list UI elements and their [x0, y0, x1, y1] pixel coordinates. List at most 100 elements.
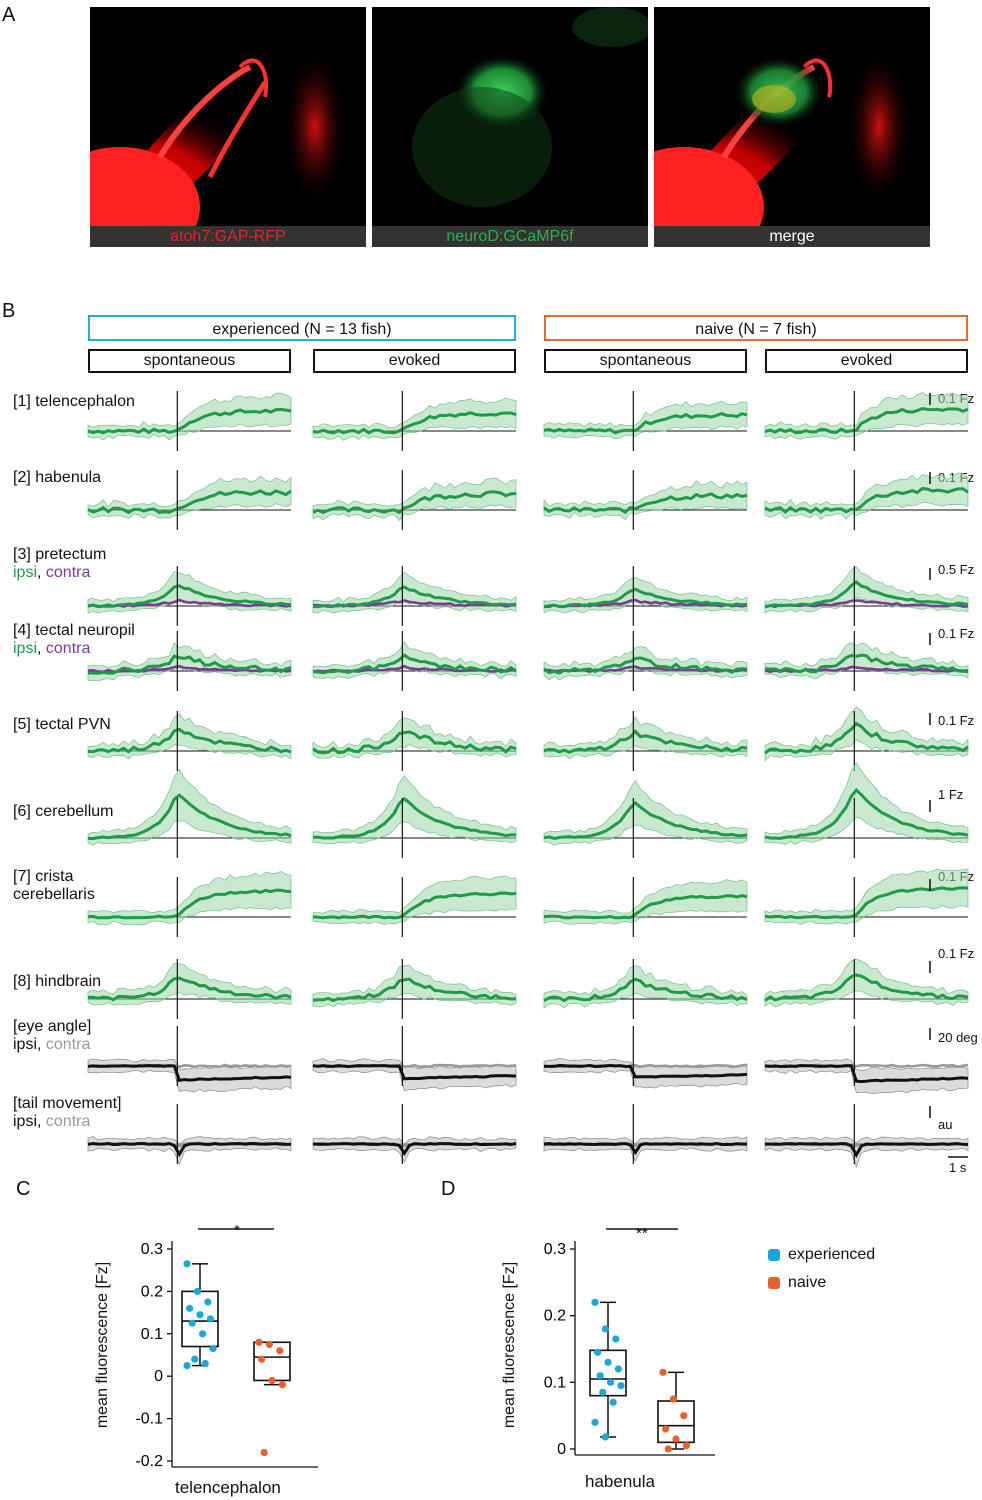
- ipsi-trace: [543, 800, 748, 840]
- ipsi-trace: [312, 1142, 517, 1156]
- ipsi-label: ipsi: [13, 1036, 38, 1053]
- panel-c-xlabel: telencephalon: [175, 1478, 281, 1497]
- panel-d-chart: 0.3 0.2 0.1 0: [544, 1228, 715, 1458]
- ipsi-label: ipsi: [13, 1113, 38, 1130]
- separator: ,: [37, 640, 46, 657]
- ipsi-trace: [543, 587, 748, 609]
- separator: ,: [37, 1036, 46, 1053]
- error-band: [312, 1058, 517, 1092]
- ipsi-trace: [764, 486, 969, 515]
- data-point: [255, 1338, 263, 1346]
- contra-trace: [87, 664, 292, 674]
- error-band: [312, 875, 517, 925]
- error-band: [543, 1136, 748, 1162]
- error-band: [543, 879, 748, 925]
- row-label: [3] pretectum: [13, 546, 107, 563]
- ipsi-trace: [312, 411, 517, 435]
- ipsi-label: ipsi: [13, 564, 38, 581]
- y-tick-label: 0.2: [544, 1308, 566, 1325]
- data-point: [196, 1311, 204, 1319]
- ipsi-trace: [764, 886, 969, 920]
- scale-label: au: [938, 1117, 953, 1132]
- ipsi-trace: [543, 1063, 748, 1079]
- error-band: [764, 392, 969, 440]
- legend: experienced naive: [768, 1241, 875, 1297]
- ipsi-trace: [87, 654, 292, 675]
- row-label: [8] hindbrain: [13, 973, 102, 990]
- data-point: [594, 1348, 602, 1356]
- error-band: [543, 576, 748, 614]
- data-point: [204, 1298, 212, 1306]
- ipsi-trace: [543, 977, 748, 1003]
- micrograph-gcamp-image: [412, 7, 648, 207]
- error-band: [764, 642, 969, 680]
- y-tick-label: 0.3: [141, 1241, 163, 1258]
- error-band: [764, 958, 969, 1008]
- ipsi-trace: [312, 891, 517, 920]
- scale-label: 20 deg: [938, 1030, 978, 1045]
- data-point: [193, 1287, 201, 1295]
- hexagon-marker-icon: [768, 1249, 780, 1261]
- condition-label: spontaneous: [544, 349, 747, 373]
- error-band: [312, 1136, 517, 1163]
- condition-label: spontaneous: [88, 349, 291, 373]
- row-label: [6] cerebellum: [13, 803, 114, 820]
- hexagon-marker-icon: [768, 1277, 780, 1289]
- data-point: [599, 1388, 607, 1396]
- legend-item-naive: naive: [768, 1269, 875, 1297]
- ipsi-trace: [312, 730, 517, 755]
- error-band: [543, 480, 748, 521]
- ipsi-trace: [87, 976, 292, 1002]
- error-band: [543, 780, 748, 846]
- group-experienced-box: experienced (N = 13 fish): [88, 315, 516, 341]
- row-label: [5] tectal PVN: [13, 716, 111, 733]
- scale-label: 1 Fz: [938, 787, 964, 802]
- contra-label: contra: [45, 640, 91, 657]
- data-point: [612, 1335, 620, 1343]
- error-band: [87, 870, 292, 926]
- data-point: [201, 1359, 209, 1368]
- row-label: cerebellaris: [13, 886, 95, 903]
- ipsi-trace: [87, 1064, 292, 1083]
- y-tick-label: 0.1: [544, 1374, 566, 1391]
- ipsi-trace: [87, 888, 292, 920]
- error-band: [87, 392, 292, 441]
- panel-d-ylabel: mean fluorescence [Fz]: [501, 1261, 518, 1429]
- y-tick-label: 0: [154, 1368, 163, 1385]
- error-band: [543, 1058, 748, 1089]
- scale-label: 0.1 Fz: [938, 946, 975, 961]
- ipsi-trace: [764, 406, 969, 435]
- error-band: [87, 1136, 292, 1166]
- contra-label: contra: [45, 1113, 91, 1130]
- data-point: [617, 1382, 625, 1390]
- micrograph-rfp: atoh7:GAP-RFP: [90, 7, 366, 247]
- error-band: [87, 642, 292, 682]
- row-sublabel: ipsi, contra: [13, 640, 90, 658]
- contra-label: contra: [45, 564, 91, 581]
- data-point: [206, 1315, 214, 1323]
- legend-label: experienced: [788, 1246, 876, 1263]
- error-band: [764, 1136, 969, 1168]
- ipsi-trace: [312, 796, 517, 840]
- group-naive-box: naive (N = 7 fish): [544, 315, 968, 341]
- ipsi-trace: [764, 653, 969, 674]
- row-label: [1] telencephalon: [13, 393, 135, 410]
- time-scale-label: 1 s: [949, 1160, 967, 1175]
- data-point: [664, 1445, 672, 1453]
- error-band: [543, 401, 748, 440]
- row-label: [tail movement]: [13, 1095, 122, 1112]
- ipsi-trace: [87, 727, 292, 754]
- row-sublabel: ipsi, contra: [13, 1113, 90, 1131]
- ipsi-trace: [543, 412, 748, 435]
- row-label: [eye angle]: [13, 1018, 92, 1035]
- panel-d-letter: D: [441, 1178, 456, 1200]
- data-point: [191, 1355, 199, 1363]
- error-band: [764, 1058, 969, 1095]
- error-band: [764, 868, 969, 925]
- error-band: [87, 1058, 292, 1093]
- panel-c-significance: *: [234, 1222, 240, 1239]
- y-tick-label: 0: [557, 1441, 566, 1458]
- panel-b-letter: B: [2, 300, 16, 322]
- micrograph-gcamp-label: neuroD:GCaMP6f: [372, 226, 648, 247]
